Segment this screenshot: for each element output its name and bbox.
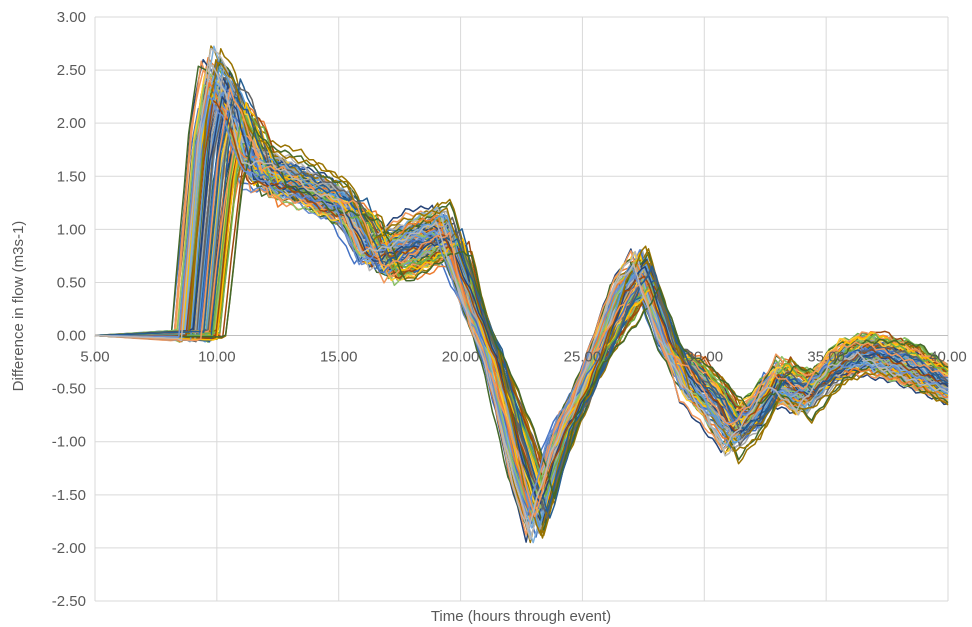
y-tick-label: -1.00 <box>52 434 86 451</box>
series-line <box>94 87 949 518</box>
series-line <box>94 63 949 530</box>
y-tick-label: -1.50 <box>52 487 86 504</box>
tick-labels: 3.00 2.50 2.00 1.50 1.00 0.50 0.00 -0.50 -1.00 -1… <box>52 9 967 610</box>
series-line <box>94 100 949 495</box>
y-tick-label: 1.00 <box>57 221 86 238</box>
series-line <box>95 112 949 496</box>
y-axis-title: Difference in flow (m3s-1) <box>10 221 27 392</box>
y-tick-label: 0.00 <box>57 328 86 345</box>
x-tick-label: 15.00 <box>320 349 358 366</box>
y-tick-label: 2.50 <box>57 62 86 79</box>
series-lines <box>94 45 949 544</box>
x-axis-title: Time (hours through event) <box>431 608 611 625</box>
y-tick-label: 0.50 <box>57 274 86 291</box>
y-tick-label: -2.00 <box>52 540 86 557</box>
x-tick-label: 30.00 <box>686 349 724 366</box>
y-tick-label: 2.00 <box>57 115 86 132</box>
x-tick-label: 35.00 <box>807 349 845 366</box>
y-tick-label: 1.50 <box>57 168 86 185</box>
x-tick-label: 10.00 <box>198 349 236 366</box>
y-tick-label: -0.50 <box>52 381 86 398</box>
x-tick-label: 20.00 <box>442 349 480 366</box>
x-tick-label: 40.00 <box>929 349 967 366</box>
x-tick-label: 25.00 <box>564 349 602 366</box>
x-tick-label: 5.00 <box>80 349 109 366</box>
y-tick-label: 3.00 <box>57 9 86 26</box>
y-tick-label: -2.50 <box>52 593 86 610</box>
series-line <box>94 127 949 500</box>
series-line <box>94 62 949 536</box>
